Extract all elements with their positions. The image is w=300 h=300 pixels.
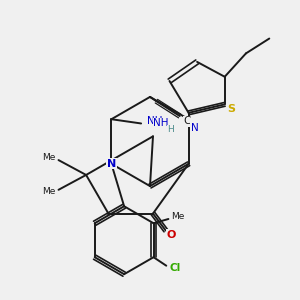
Text: H: H	[166, 126, 172, 135]
Text: Me: Me	[43, 188, 56, 196]
Text: N: N	[107, 159, 116, 169]
Text: C: C	[184, 116, 191, 126]
Text: Me: Me	[171, 212, 184, 221]
Text: H: H	[167, 125, 174, 134]
Text: S: S	[227, 103, 235, 114]
Text: Me: Me	[43, 154, 56, 163]
Text: O: O	[166, 230, 176, 240]
Text: Cl: Cl	[169, 263, 180, 273]
Text: N: N	[191, 123, 199, 133]
Text: NH: NH	[147, 116, 162, 126]
Text: NH: NH	[153, 118, 169, 128]
